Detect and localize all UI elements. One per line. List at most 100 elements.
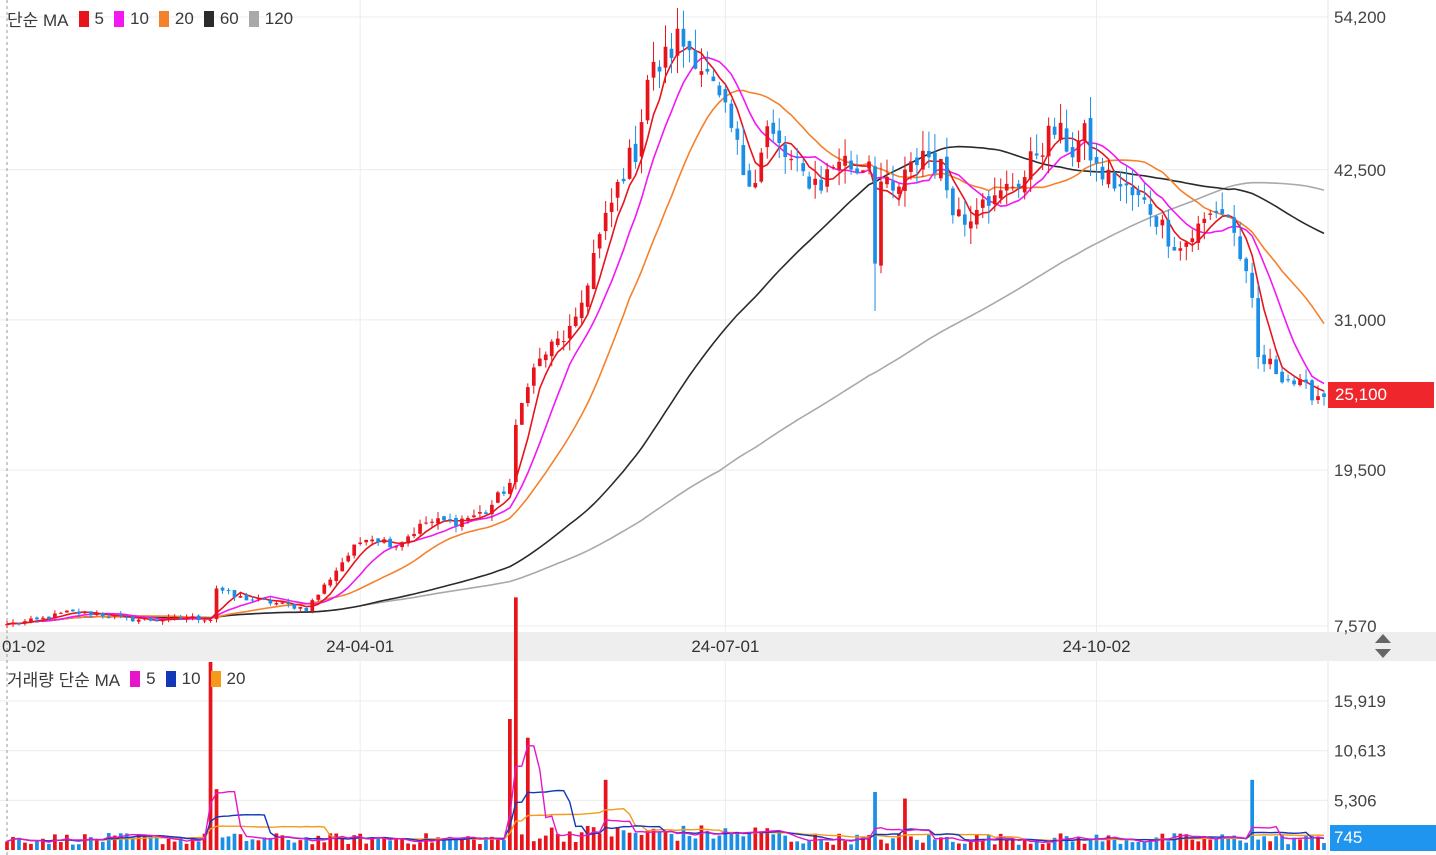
time-tick-label: 24-04-01 [326, 637, 394, 656]
volume-bar [1034, 840, 1039, 850]
volume-bar [178, 837, 183, 850]
volume-bar [286, 839, 291, 850]
ma5-swatch [78, 10, 89, 27]
vma10-label: 10 [181, 668, 201, 688]
time-tick-label: 01-02 [2, 637, 45, 656]
price-axis-labels: 7,570 19,500 31,000 42,500 54,200 [1334, 8, 1386, 636]
panel-resize-handle[interactable] [1370, 632, 1396, 660]
candle-body [1076, 141, 1081, 163]
volume-bar [436, 837, 440, 850]
ma10-swatch [113, 10, 124, 27]
candle-body [879, 181, 883, 266]
volume-grid [0, 661, 1328, 855]
candle-body [1016, 183, 1021, 188]
volume-bar [376, 837, 381, 850]
volume-bar [741, 836, 746, 850]
volume-bar [669, 833, 674, 850]
volume-bar [783, 835, 788, 850]
volume-bar [304, 837, 309, 850]
candle-body [1010, 186, 1015, 188]
volume-bar [136, 834, 141, 850]
price-tick-label: 7,570 [1334, 617, 1377, 636]
candle-body [112, 615, 117, 617]
volume-bar [597, 833, 602, 850]
vma5-label: 5 [146, 668, 156, 688]
volume-bar [41, 838, 45, 850]
volume-bar [1220, 834, 1225, 850]
volume-bar [23, 842, 27, 850]
volume-bar [1322, 843, 1326, 850]
candle-body [579, 302, 584, 319]
candle-body [1274, 359, 1278, 375]
volume-bar [244, 840, 249, 850]
price-grid [0, 0, 1328, 632]
volume-bar [986, 834, 991, 850]
volume-bar [645, 830, 650, 850]
candle-body [621, 178, 626, 182]
volume-bar [771, 834, 776, 850]
volume-bar [789, 841, 794, 850]
volume-bar [603, 779, 608, 850]
candle-body [1178, 248, 1183, 251]
candle-body [35, 617, 39, 620]
candle-body [202, 620, 207, 622]
candle-body [1202, 218, 1207, 223]
candle-body [11, 622, 15, 625]
candle-body [1256, 298, 1261, 357]
volume-bar [430, 842, 434, 850]
candle-body [663, 46, 668, 68]
candle-body [986, 196, 991, 206]
candle-body [1064, 128, 1069, 152]
volume-bar [238, 834, 243, 850]
volume-bar [1064, 836, 1069, 850]
volume-bar [1208, 839, 1213, 850]
candle-body [1160, 219, 1165, 226]
price-ma-lines [6, 45, 1325, 625]
candle-body [861, 170, 865, 173]
candle-body [1316, 396, 1320, 400]
candle-body [496, 492, 500, 503]
volume-bar [1298, 839, 1302, 850]
volume-bar [681, 825, 686, 850]
candle-body [316, 594, 321, 600]
volume-bar [855, 834, 859, 850]
volume-bar [627, 832, 632, 850]
ma120-label: 120 [264, 8, 294, 28]
volume-bar [921, 842, 925, 850]
candle-body [537, 358, 542, 366]
volume-bar [1160, 833, 1165, 850]
candle-body [328, 579, 333, 586]
candle-body [1310, 380, 1314, 401]
volume-bar [226, 836, 231, 850]
candle-body [992, 195, 997, 205]
candle-body [1028, 151, 1033, 180]
volume-bar [723, 828, 728, 850]
candle-body [807, 176, 812, 189]
candle-body [909, 161, 913, 172]
volume-bar [621, 830, 626, 850]
volume-bar [633, 832, 638, 850]
volume-bar [1184, 834, 1189, 850]
volume-bar [980, 840, 985, 850]
candle-body [214, 588, 219, 620]
candle-body [1106, 169, 1111, 185]
ma60-line [6, 145, 1325, 625]
volume-bar [843, 840, 847, 850]
candle-body [945, 156, 949, 191]
volume-bar [1016, 844, 1021, 850]
volume-bar [1148, 840, 1153, 850]
candle-body [88, 611, 93, 616]
candle-body [1052, 126, 1057, 135]
candle-body [1214, 210, 1219, 213]
candle-body [1118, 184, 1123, 187]
candle-body [502, 491, 506, 494]
volume-bar [250, 839, 255, 850]
candle-body [1262, 354, 1266, 365]
volume-bar [837, 833, 841, 850]
candle-body [633, 143, 638, 163]
volume-bar [76, 844, 81, 850]
volume-bar [1154, 837, 1159, 850]
ma20-swatch [158, 10, 169, 27]
volume-bar [172, 841, 177, 850]
